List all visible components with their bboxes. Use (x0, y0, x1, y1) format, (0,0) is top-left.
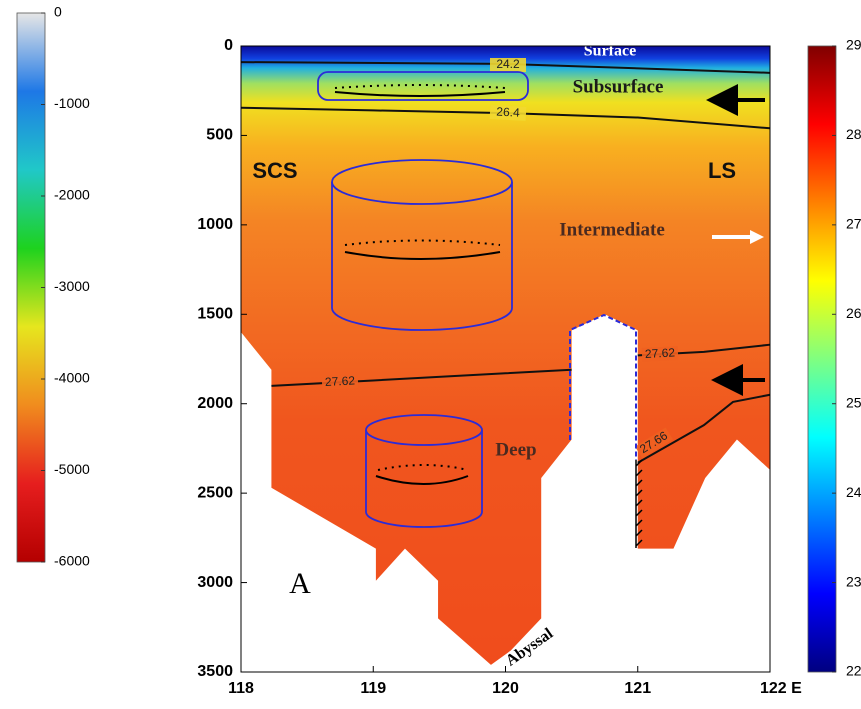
bathymetry (241, 314, 770, 672)
x-tick-label: 121 (624, 680, 651, 697)
x-tick-label: 119 (360, 680, 386, 697)
contour-label-gap (641, 346, 679, 362)
colorbar-tick-label: -3000 (54, 278, 90, 294)
colorbar-tick-label: 24 (846, 484, 861, 500)
y-tick-label: 0 (224, 37, 233, 54)
contour-line (637, 393, 771, 464)
colorbar-tick-label: 23 (846, 573, 861, 589)
contour-label-gap (635, 427, 673, 459)
deep-cylinder-body (365, 430, 483, 528)
colorbar-tick-label: 0 (54, 4, 62, 20)
y-tick-label: 2000 (197, 395, 233, 412)
contour-label: 24.2 (496, 57, 520, 71)
colorbar (16, 12, 46, 563)
y-tick-label: 2500 (197, 484, 233, 501)
contour-label: 27.62 (645, 345, 676, 361)
contour-label: 26.4 (496, 105, 520, 120)
colorbar-tick-label: 22 (846, 663, 861, 679)
colorbar-tick-label: -2000 (54, 187, 90, 203)
colorbar-tick-label: -6000 (54, 553, 90, 569)
panel-label: A (289, 567, 311, 600)
flow-arrow-head (750, 230, 764, 244)
colorbar-tick-label: -5000 (54, 461, 90, 477)
y-tick-label: 1000 (197, 216, 233, 233)
y-tick-label: 500 (206, 127, 233, 144)
subsurface-cylinder (317, 71, 529, 101)
x-tick-label: 122 E (760, 680, 802, 697)
y-tick-label: 1500 (197, 306, 233, 323)
y-tick-label: 3000 (197, 574, 233, 591)
annotation: Surface (584, 43, 636, 60)
rotation-solid (334, 91, 506, 97)
flow-arrows (706, 84, 765, 396)
seamount-outline (569, 313, 637, 460)
annotation: Subsurface (573, 76, 664, 97)
eddy-schematics (317, 71, 529, 528)
x-tick-label: 118 (228, 680, 254, 697)
colorbar-tick-label: 29 (846, 37, 861, 53)
rotation-solid (375, 475, 469, 485)
colorbar-tick-label: 25 (846, 394, 861, 410)
colorbar-tick-label: 27 (846, 216, 861, 232)
rotation-dotted (334, 84, 506, 89)
contour-label-gap (490, 58, 526, 72)
annotation: SCS (252, 158, 297, 183)
colorbar (807, 45, 837, 673)
contour-label-gap (321, 374, 359, 390)
x-tick-label: 120 (492, 680, 519, 697)
y-tick-label: 3500 (197, 663, 233, 680)
colorbar-tick-label: 28 (846, 126, 861, 142)
rotation-arrows (334, 84, 506, 485)
colorbar-tick-label: -4000 (54, 370, 90, 386)
wall-hatch (635, 459, 643, 548)
colorbar-tick-label: 26 (846, 305, 861, 321)
annotation: Deep (495, 439, 536, 460)
intermediate-cylinder-body (331, 182, 513, 331)
contour-label: 27.62 (325, 373, 356, 389)
annotation: Intermediate (559, 219, 665, 240)
rotation-solid (344, 251, 501, 260)
colorbar-tick-label: -1000 (54, 95, 90, 111)
contour-label-gap (489, 105, 527, 121)
annotation: LS (708, 158, 736, 183)
